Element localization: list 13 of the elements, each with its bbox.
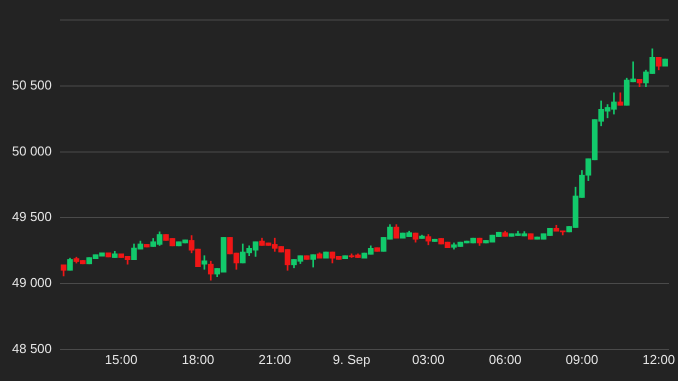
- y-tick-label: 50 500: [12, 77, 52, 92]
- x-tick-label: 09:00: [566, 352, 598, 367]
- y-tick-label: 48 500: [12, 340, 52, 356]
- x-tick-label: 03:00: [412, 352, 445, 367]
- y-tick-label: 50 000: [12, 143, 52, 158]
- x-tick-label: 18:00: [182, 352, 214, 367]
- x-tick-label: 15:00: [104, 352, 138, 367]
- x-tick-label: 21:00: [258, 352, 292, 367]
- y-tick-label: 49 500: [12, 209, 52, 224]
- y-tick-label: 49 000: [12, 275, 52, 290]
- x-tick-label: 9. Sep: [332, 352, 370, 367]
- x-tick-label: 06:00: [488, 352, 522, 367]
- x-tick-label: 12:00: [642, 352, 676, 367]
